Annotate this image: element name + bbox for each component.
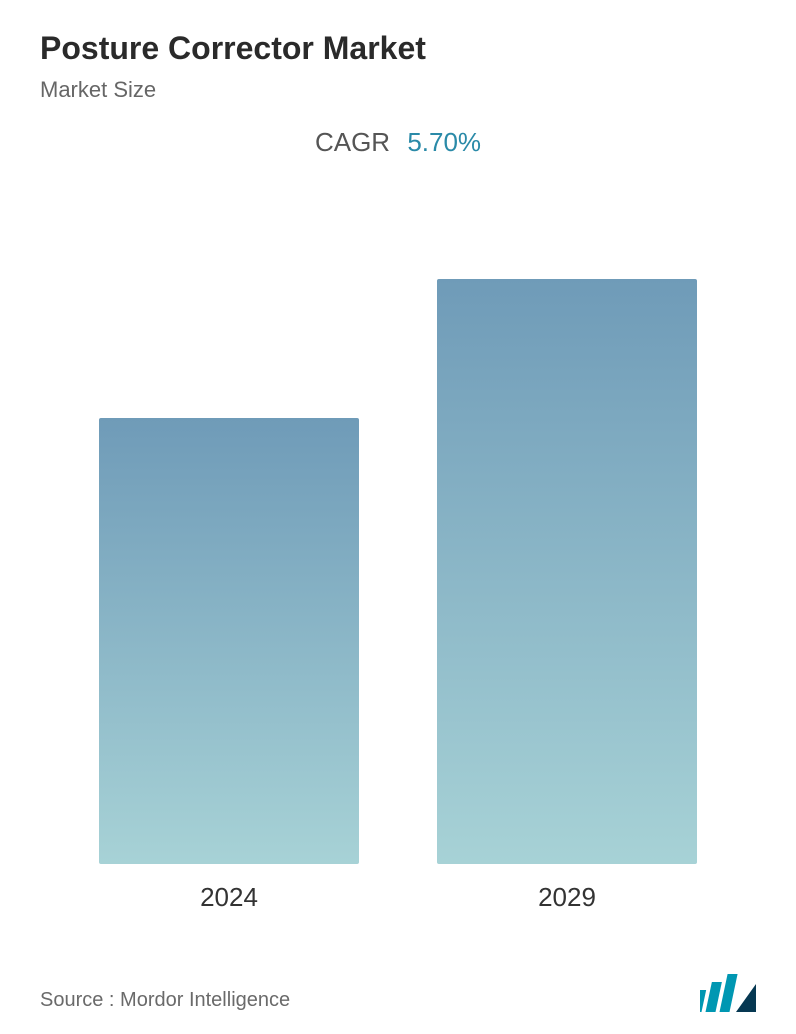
chart-container: Posture Corrector Market Market Size CAG…: [0, 0, 796, 1034]
bar-2029: [437, 279, 697, 864]
bar-wrap-0: [99, 418, 359, 864]
source-text: Source : Mordor Intelligence: [40, 989, 290, 1012]
brand-logo-icon: [700, 972, 756, 1012]
bar-2024: [99, 418, 359, 864]
xlabel-0: 2024: [99, 882, 359, 913]
chart-subtitle: Market Size: [40, 77, 756, 103]
footer: Source : Mordor Intelligence: [40, 972, 756, 1012]
x-axis-labels: 2024 2029: [40, 882, 756, 913]
cagr-value: 5.70%: [407, 127, 481, 157]
xlabel-1: 2029: [437, 882, 697, 913]
chart-plot-area: [40, 214, 756, 864]
bars-group: [40, 214, 756, 864]
cagr-label: CAGR: [315, 127, 390, 157]
cagr-row: CAGR 5.70%: [40, 127, 756, 158]
bar-wrap-1: [437, 279, 697, 864]
chart-title: Posture Corrector Market: [40, 30, 756, 67]
